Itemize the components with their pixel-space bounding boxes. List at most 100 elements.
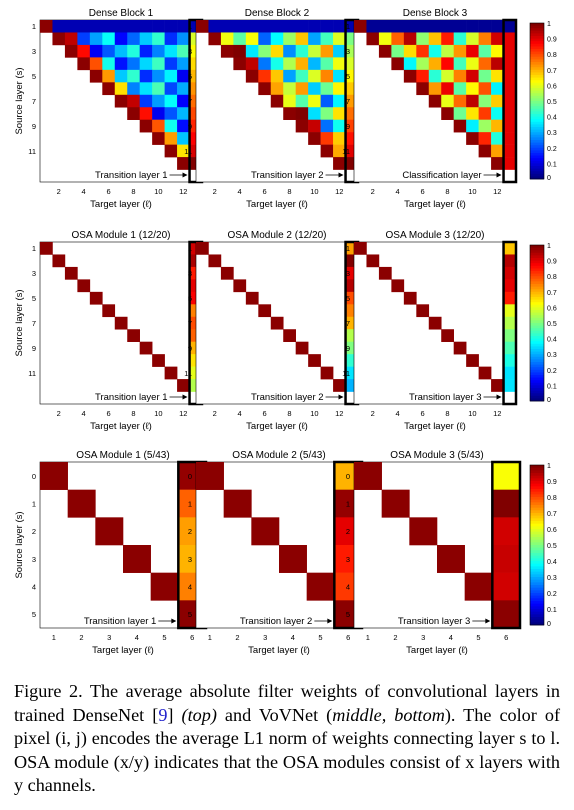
colorbar-segment [530,129,544,133]
heatmap-cell [258,44,272,58]
heatmap-cell [308,94,321,108]
heatmap-cell [466,57,479,71]
heatmap-cell [114,94,128,108]
y-tick-label: 11 [184,369,192,378]
panel-title: Dense Block 3 [403,8,468,19]
heatmap-cell [478,94,492,108]
colorbar-segment [530,542,544,546]
heatmap-cell [164,82,178,96]
heatmap-cell [95,517,124,546]
colorbar-segment [530,510,544,514]
heatmap-cell [251,517,280,546]
colorbar-frame [529,464,545,626]
heatmap-cell [428,316,442,330]
colorbar-tick-label: 0.4 [547,115,557,122]
heatmap-cell [503,341,517,355]
colorbar-tick-label: 0.6 [547,83,557,90]
heatmap-cell [114,82,128,96]
colorbar-segment [530,563,544,567]
colorbar-segment [530,51,544,55]
heatmap-cell [492,545,521,573]
heatmap-cell [52,32,66,46]
colorbar-segment [530,338,544,342]
figure-row-vovnet-12-20: Source layer (s) OSA Module 1 (12/20) Tran… [14,230,557,432]
heatmap-cell [283,82,296,96]
x-tick-label: 2 [235,633,239,642]
y-tick-label: 9 [32,122,36,131]
caption-label: Figure 2. [14,681,83,701]
heatmap-cell [441,82,454,96]
colorbar-segment [530,545,544,549]
heatmap-cell [245,32,259,46]
x-tick-label: 2 [79,633,83,642]
colorbar-segment [530,116,544,120]
annotation-arrowhead [496,172,502,178]
heatmap-cell [416,69,430,83]
y-tick-label: 1 [346,244,350,253]
y-tick-label: 1 [346,22,350,31]
colorbar-segment [530,598,544,602]
heatmap-cell [464,572,493,601]
heatmap-cell [64,44,78,58]
x-tick-label: 3 [263,633,267,642]
heatmap-cell [196,462,224,490]
heatmap-cell [320,107,334,120]
colorbar-segment [530,98,544,102]
y-tick-label: 1 [32,22,36,31]
y-tick-label: 5 [188,610,192,619]
heatmap-cell [333,44,346,58]
x-tick-label: 1 [52,633,56,642]
colorbar-segment [530,150,544,154]
heatmap-cell [478,82,492,96]
colorbar-segment [530,367,544,371]
colorbar-segment [530,276,544,280]
heatmap-cell [466,20,479,33]
heatmap-cell [308,354,321,367]
citation-link[interactable]: 9 [158,704,168,725]
heatmap-cell [333,94,346,108]
colorbar-segment [530,80,544,84]
heatmap-cell [102,57,116,71]
heatmap-cell [416,20,430,33]
y-tick-label: 4 [188,583,192,592]
heatmap-cell [333,82,346,96]
heatmap-cell [40,462,68,490]
y-tick-label: 11 [184,147,192,156]
colorbar-segment [530,166,544,169]
heatmap-cell [177,379,190,392]
colorbar-segment [530,25,544,29]
colorbar-segment [530,281,544,285]
colorbar-segment [530,147,544,151]
heatmap-cell [306,572,335,601]
heatmap-cell [503,94,517,108]
heatmap-cell [139,44,153,58]
colorbar-segment [530,473,544,477]
colorbar-segment [530,611,544,615]
x-tick-label: 10 [310,187,318,196]
colorbar-segment [530,571,544,575]
heatmap-cell [295,69,309,83]
heatmap-cell [208,32,222,46]
colorbar-segment [530,46,544,50]
colorbar-segment [530,160,544,164]
heatmap-cell [177,107,190,120]
heatmap-cell [453,20,467,33]
heatmap-cell [220,32,234,46]
heatmap-cell [139,341,153,355]
colorbar-segment [530,263,544,267]
heatmap-cell [295,57,309,71]
panel-title: OSA Module 1 (12/20) [72,230,171,241]
y-tick-label: 1 [32,244,36,253]
y-tick-label: 7 [346,97,350,106]
heatmap-cell [491,44,504,58]
y-tick-label: 5 [32,72,36,81]
heatmap-cell [283,329,296,342]
colorbar-segment [530,523,544,527]
y-tick-label: 7 [346,319,350,328]
heatmap-cell [295,341,309,355]
heatmap-cell [333,20,346,33]
heatmap-cell [366,254,380,268]
colorbar-segment [530,377,544,381]
colorbar-segment [530,478,544,482]
colorbar-segment [530,537,544,541]
